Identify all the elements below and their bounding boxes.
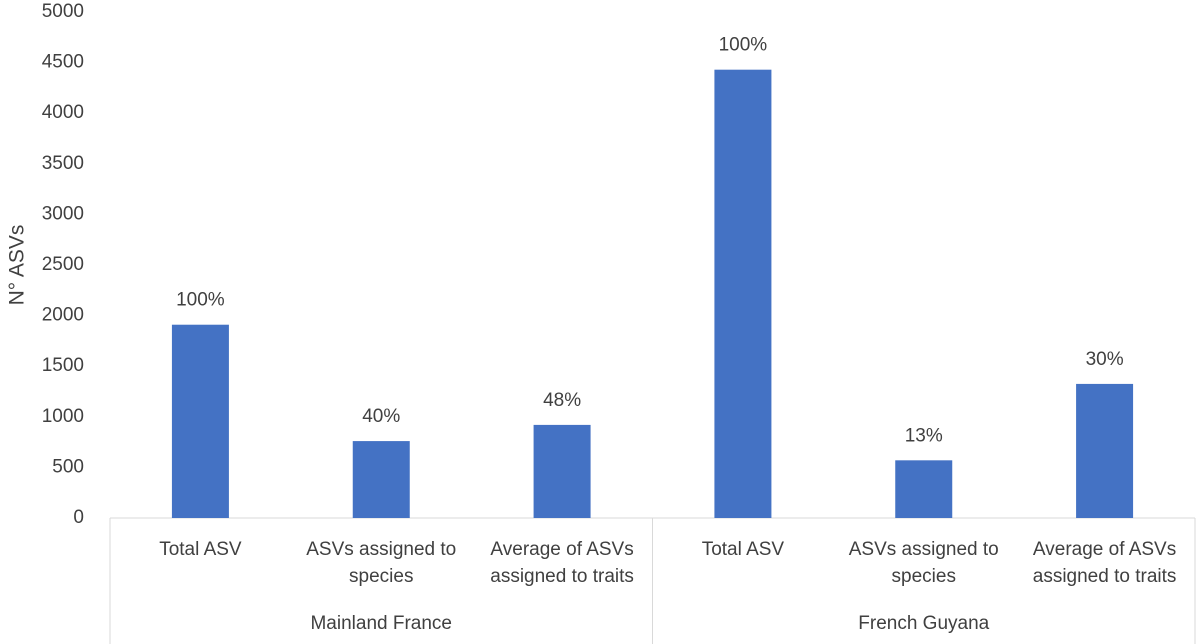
x-tick-label: Total ASV (701, 539, 785, 560)
x-tick-label: Total ASV (159, 539, 242, 560)
y-tick-label: 5000 (42, 1, 84, 22)
bar (171, 324, 229, 518)
y-tick-label: 1000 (42, 406, 84, 427)
y-tick-label: 500 (52, 456, 84, 477)
y-tick-label: 4500 (42, 52, 84, 73)
data-label: 48% (543, 390, 581, 411)
bar (533, 424, 591, 518)
bar (714, 69, 772, 519)
y-axis-title: N° ASVs (6, 225, 29, 306)
bar (1076, 383, 1134, 518)
x-tick-label: Average of ASVs assigned to traits (1032, 539, 1177, 587)
y-tick-label: 1500 (42, 355, 84, 376)
x-tick-label: ASVs assigned to species (848, 539, 999, 587)
x-tick-label: ASVs assigned to species (306, 539, 457, 587)
y-tick-label: 3500 (42, 153, 84, 174)
y-tick-label: 3000 (42, 203, 84, 224)
data-label: 13% (905, 425, 943, 446)
y-tick-label: 0 (73, 507, 84, 528)
group-label: Mainland France (310, 613, 452, 634)
data-label: 100% (719, 35, 768, 56)
bar (895, 460, 953, 518)
data-label: 30% (1086, 349, 1124, 370)
y-tick-label: 4000 (42, 102, 84, 123)
group-label: French Guyana (858, 613, 989, 634)
data-label: 40% (362, 406, 400, 427)
data-label: 100% (176, 290, 225, 311)
x-tick-label: Average of ASVs assigned to traits (490, 539, 634, 587)
y-tick-label: 2000 (42, 305, 84, 326)
bar (352, 441, 410, 518)
y-tick-label: 2500 (42, 254, 84, 275)
